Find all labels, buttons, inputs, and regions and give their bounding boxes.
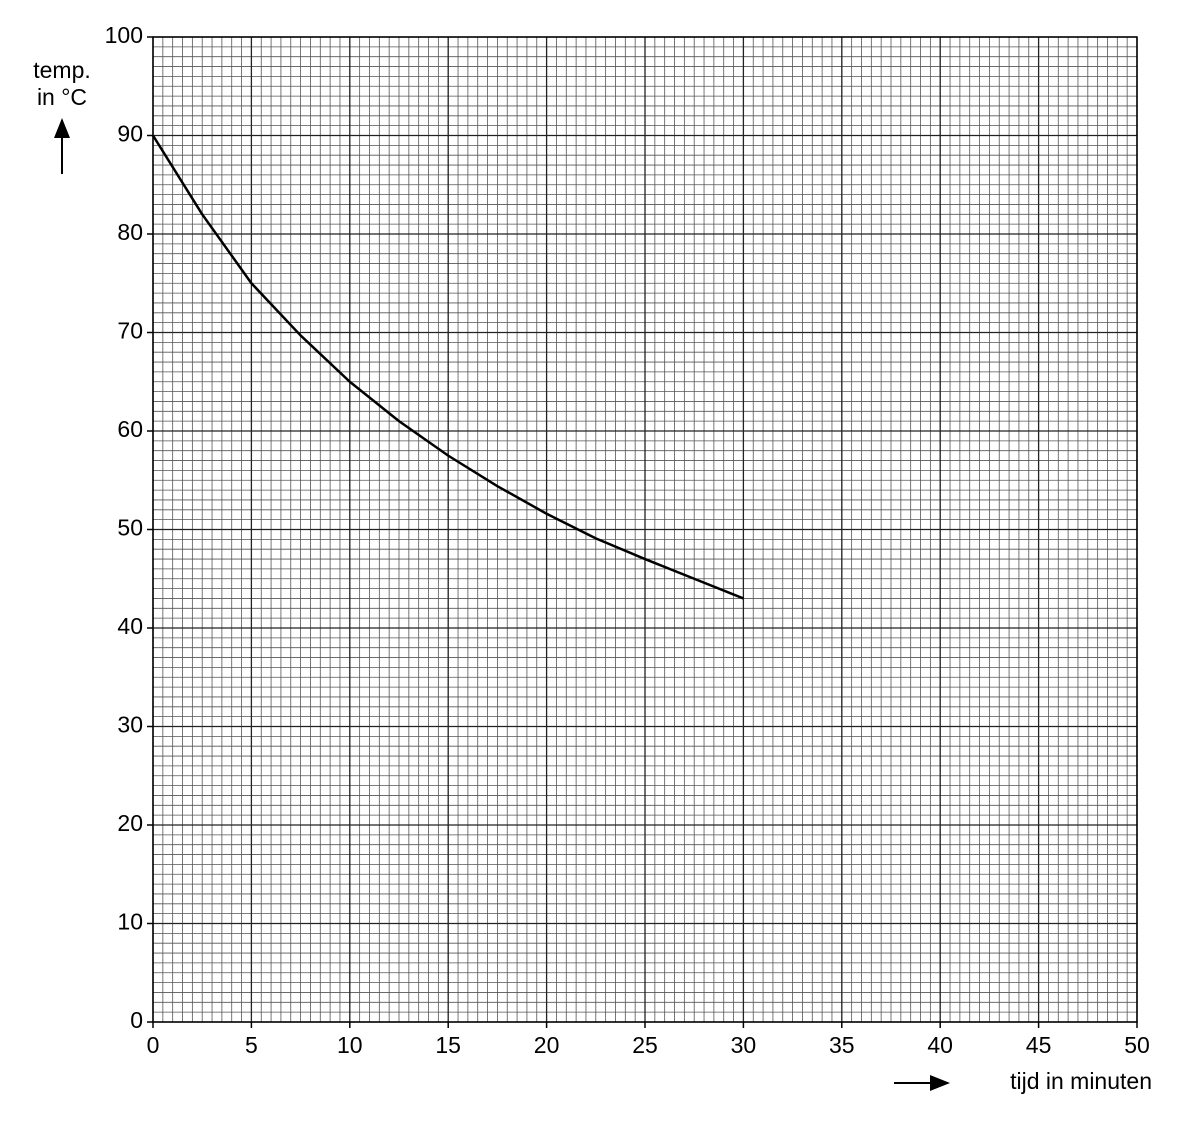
x-tick-label: 0 bbox=[147, 1032, 160, 1058]
y-axis-label: temp. bbox=[33, 57, 91, 83]
y-tick-label: 50 bbox=[117, 515, 143, 541]
grid bbox=[152, 36, 1138, 1023]
x-tick-label: 35 bbox=[829, 1032, 855, 1058]
x-tick-label: 45 bbox=[1026, 1032, 1052, 1058]
y-axis-label: in °C bbox=[37, 84, 87, 110]
y-tick-label: 10 bbox=[117, 909, 143, 935]
y-tick-label: 80 bbox=[117, 219, 143, 245]
x-tick-label: 25 bbox=[632, 1032, 658, 1058]
y-tick-label: 30 bbox=[117, 712, 143, 738]
y-tick-label: 60 bbox=[117, 416, 143, 442]
plot-frame bbox=[152, 36, 1138, 1023]
y-tick-label: 90 bbox=[117, 121, 143, 147]
x-tick-label: 50 bbox=[1124, 1032, 1150, 1058]
x-tick-label: 30 bbox=[731, 1032, 757, 1058]
x-tick-label: 20 bbox=[534, 1032, 560, 1058]
y-tick-label: 70 bbox=[117, 318, 143, 344]
y-tick-label: 0 bbox=[130, 1007, 143, 1033]
x-tick-label: 5 bbox=[245, 1032, 258, 1058]
y-tick-label: 100 bbox=[105, 22, 143, 48]
x-tick-label: 15 bbox=[435, 1032, 461, 1058]
line-series bbox=[151, 134, 744, 600]
y-tick-label: 40 bbox=[117, 613, 143, 639]
x-axis-label: tijd in minuten bbox=[1010, 1068, 1152, 1094]
y-tick-label: 20 bbox=[117, 810, 143, 836]
x-tick-label: 10 bbox=[337, 1032, 363, 1058]
x-tick-label: 40 bbox=[927, 1032, 953, 1058]
